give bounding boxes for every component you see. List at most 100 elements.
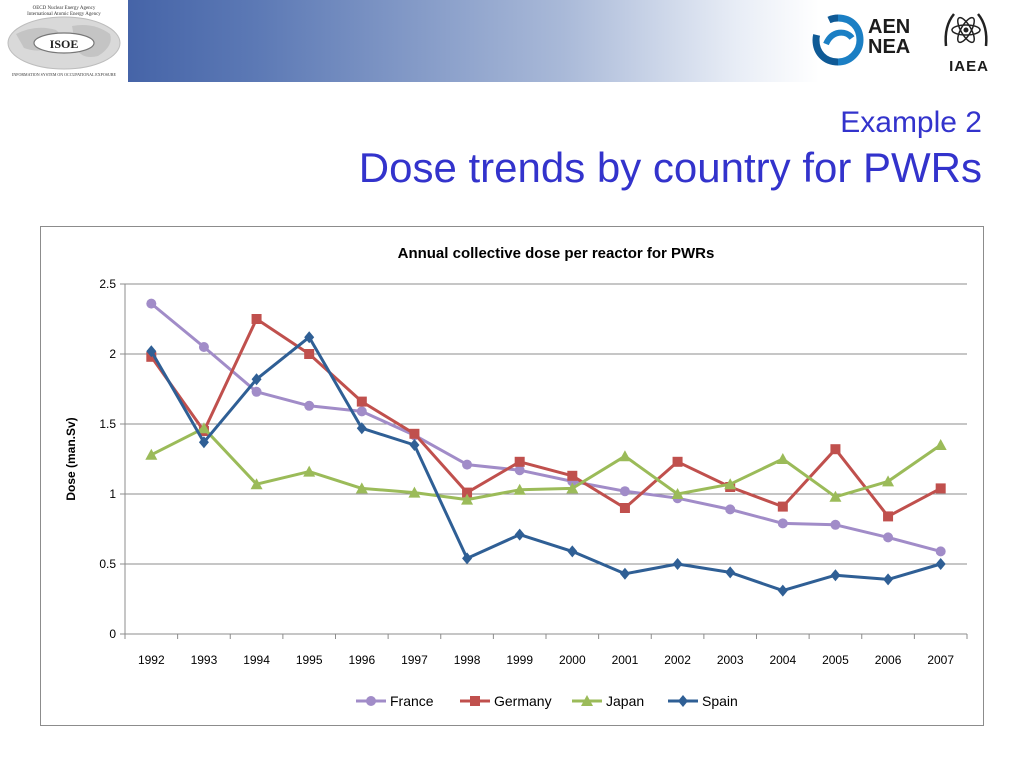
data-point-spain — [830, 569, 841, 582]
data-point-germany — [567, 470, 578, 481]
data-point-france — [777, 518, 788, 529]
legend-marker-france — [366, 696, 376, 706]
data-point-germany — [409, 428, 420, 439]
data-point-germany — [304, 349, 315, 359]
data-point-spain — [198, 436, 209, 449]
data-point-japan — [355, 482, 368, 494]
data-point-france — [462, 459, 473, 470]
data-point-japan — [724, 478, 737, 490]
series-line-japan — [150, 426, 942, 502]
data-point-germany — [672, 456, 683, 467]
data-point-france — [146, 298, 157, 309]
legend-marker-spain — [678, 695, 688, 707]
aen-label: AEN — [868, 16, 911, 38]
globe-icon — [7, 16, 121, 70]
x-tick-label: 1994 — [243, 653, 270, 667]
data-point-spain — [619, 567, 630, 580]
legend-marker-japan — [581, 695, 593, 706]
isoe-logo: OECD Nuclear Energy Agency International… — [0, 0, 128, 82]
x-tick-label: 2004 — [769, 653, 796, 667]
data-point-germany — [462, 487, 473, 498]
data-point-japan — [145, 448, 158, 460]
x-tick-label: 1999 — [506, 653, 533, 667]
x-tick-label: 2000 — [559, 653, 586, 667]
data-point-japan — [829, 490, 842, 502]
x-tick-label: 1997 — [401, 653, 428, 667]
data-point-germany — [619, 503, 630, 513]
data-point-germany — [935, 483, 946, 494]
x-tick-label: 2002 — [664, 653, 691, 667]
data-point-japan — [408, 486, 421, 498]
series-line-spain — [150, 335, 942, 593]
x-tick-label: 1998 — [454, 653, 481, 667]
data-point-france — [725, 504, 736, 515]
data-point-japan — [566, 482, 579, 494]
x-tick-label: 1992 — [138, 653, 165, 667]
y-tick-label: 2.5 — [99, 277, 116, 291]
data-point-france — [198, 342, 209, 352]
line-chart: Annual collective dose per reactor for P… — [64, 245, 968, 709]
data-point-germany — [777, 501, 788, 512]
y-tick-label: 2 — [109, 347, 116, 361]
data-point-spain — [356, 422, 367, 435]
data-point-spain — [409, 439, 420, 451]
data-point-germany — [251, 314, 262, 324]
x-tick-label: 2007 — [927, 653, 954, 667]
y-tick-label: 1.5 — [99, 417, 116, 431]
data-point-spain — [725, 566, 736, 579]
legend-label-japan: Japan — [606, 693, 644, 709]
isoe-agency-line1: OECD Nuclear Energy Agency — [32, 6, 96, 11]
data-point-spain — [462, 552, 473, 565]
y-tick-label: 0 — [109, 627, 116, 641]
data-point-france — [356, 406, 367, 417]
isoe-agency-text: OECD Nuclear Energy Agency International… — [14, 6, 114, 18]
slide-subtitle: Example 2 — [840, 106, 982, 139]
nea-label: NEA — [868, 36, 911, 58]
data-point-japan — [303, 465, 316, 477]
data-point-spain — [883, 573, 894, 586]
chart-frame: Annual collective dose per reactor for P… — [40, 226, 984, 726]
isoe-agency-line2: International Atomic Energy Agency — [27, 12, 101, 17]
legend-label-spain: Spain — [702, 693, 738, 709]
data-point-germany — [356, 396, 367, 407]
data-point-germany — [883, 511, 894, 522]
x-tick-label: 1995 — [296, 653, 323, 667]
data-point-france — [514, 465, 525, 476]
x-tick-label: 2005 — [822, 653, 849, 667]
slide-title: Dose trends by country for PWRs — [358, 144, 982, 191]
data-point-france — [883, 532, 894, 543]
chart-title: Annual collective dose per reactor for P… — [398, 245, 715, 262]
nea-logo-text: AEN NEA — [868, 17, 910, 57]
nea-logo-icon — [812, 14, 864, 66]
data-point-germany — [514, 456, 525, 467]
y-tick-label: 1 — [109, 487, 116, 501]
y-axis-label: Dose (man.Sv) — [64, 417, 78, 500]
data-point-spain — [304, 331, 315, 344]
data-point-spain — [672, 558, 683, 570]
data-point-japan — [934, 439, 947, 450]
data-point-japan — [250, 478, 263, 490]
data-point-france — [935, 546, 946, 557]
iaea-label: IAEA — [949, 58, 989, 75]
header-banner — [0, 0, 1024, 82]
legend-label-france: France — [390, 693, 434, 709]
data-point-japan — [461, 493, 474, 505]
legend-label-germany: Germany — [494, 693, 552, 709]
x-tick-label: 2003 — [717, 653, 744, 667]
data-point-spain — [251, 373, 262, 386]
data-point-spain — [514, 528, 525, 541]
x-tick-label: 1993 — [191, 653, 218, 667]
data-point-spain — [567, 545, 578, 558]
data-point-france — [304, 400, 315, 411]
data-point-france — [830, 519, 841, 530]
data-point-spain — [777, 584, 788, 597]
data-point-germany — [830, 444, 841, 455]
data-point-japan — [882, 475, 895, 487]
x-tick-label: 2006 — [875, 653, 902, 667]
data-point-france — [251, 386, 262, 397]
x-tick-label: 2001 — [612, 653, 639, 667]
data-point-spain — [935, 558, 946, 570]
isoe-name: ISOE — [49, 37, 79, 51]
data-point-japan — [513, 483, 526, 495]
data-point-japan — [776, 453, 789, 464]
